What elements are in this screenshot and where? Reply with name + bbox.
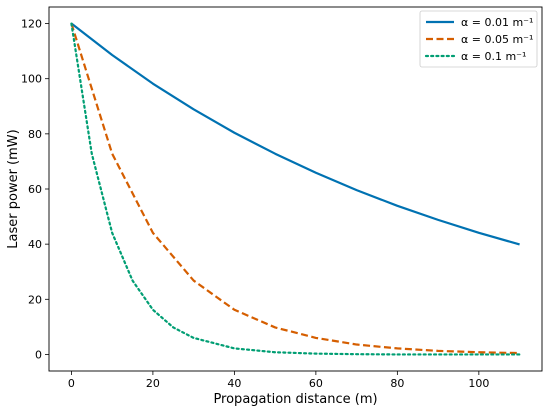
y-tick-label: 120 [21,18,42,31]
x-tick-label: 100 [468,377,489,390]
x-tick-label: 60 [309,377,323,390]
x-axis: 0 20 40 60 80 100 [68,371,489,390]
x-tick-label: 0 [68,377,75,390]
x-tick-label: 20 [146,377,160,390]
y-tick-label: 40 [28,238,42,251]
y-tick-label: 60 [28,183,42,196]
x-tick-label: 40 [227,377,241,390]
y-tick-label: 20 [28,293,42,306]
legend-label: α = 0.05 m⁻¹ [461,33,533,46]
legend-label: α = 0.01 m⁻¹ [461,16,533,29]
legend-box [419,10,538,68]
y-axis-title: Laser power (mW) [6,129,21,248]
y-axis: 0 20 40 60 80 100 120 [21,18,49,361]
legend: α = 0.01 m⁻¹ α = 0.05 m⁻¹ α = 0.1 m⁻¹ [419,10,538,68]
plot-lines [70,22,521,356]
series-line-3 [70,22,521,356]
y-tick-label: 100 [21,73,42,86]
x-axis-title: Propagation distance (m) [213,392,377,407]
y-tick-label: 80 [28,128,42,141]
series-line-1 [70,22,520,246]
x-tick-label: 80 [390,377,404,390]
legend-label: α = 0.1 m⁻¹ [461,50,526,63]
series-line-2 [70,23,520,355]
y-tick-label: 0 [35,348,42,361]
